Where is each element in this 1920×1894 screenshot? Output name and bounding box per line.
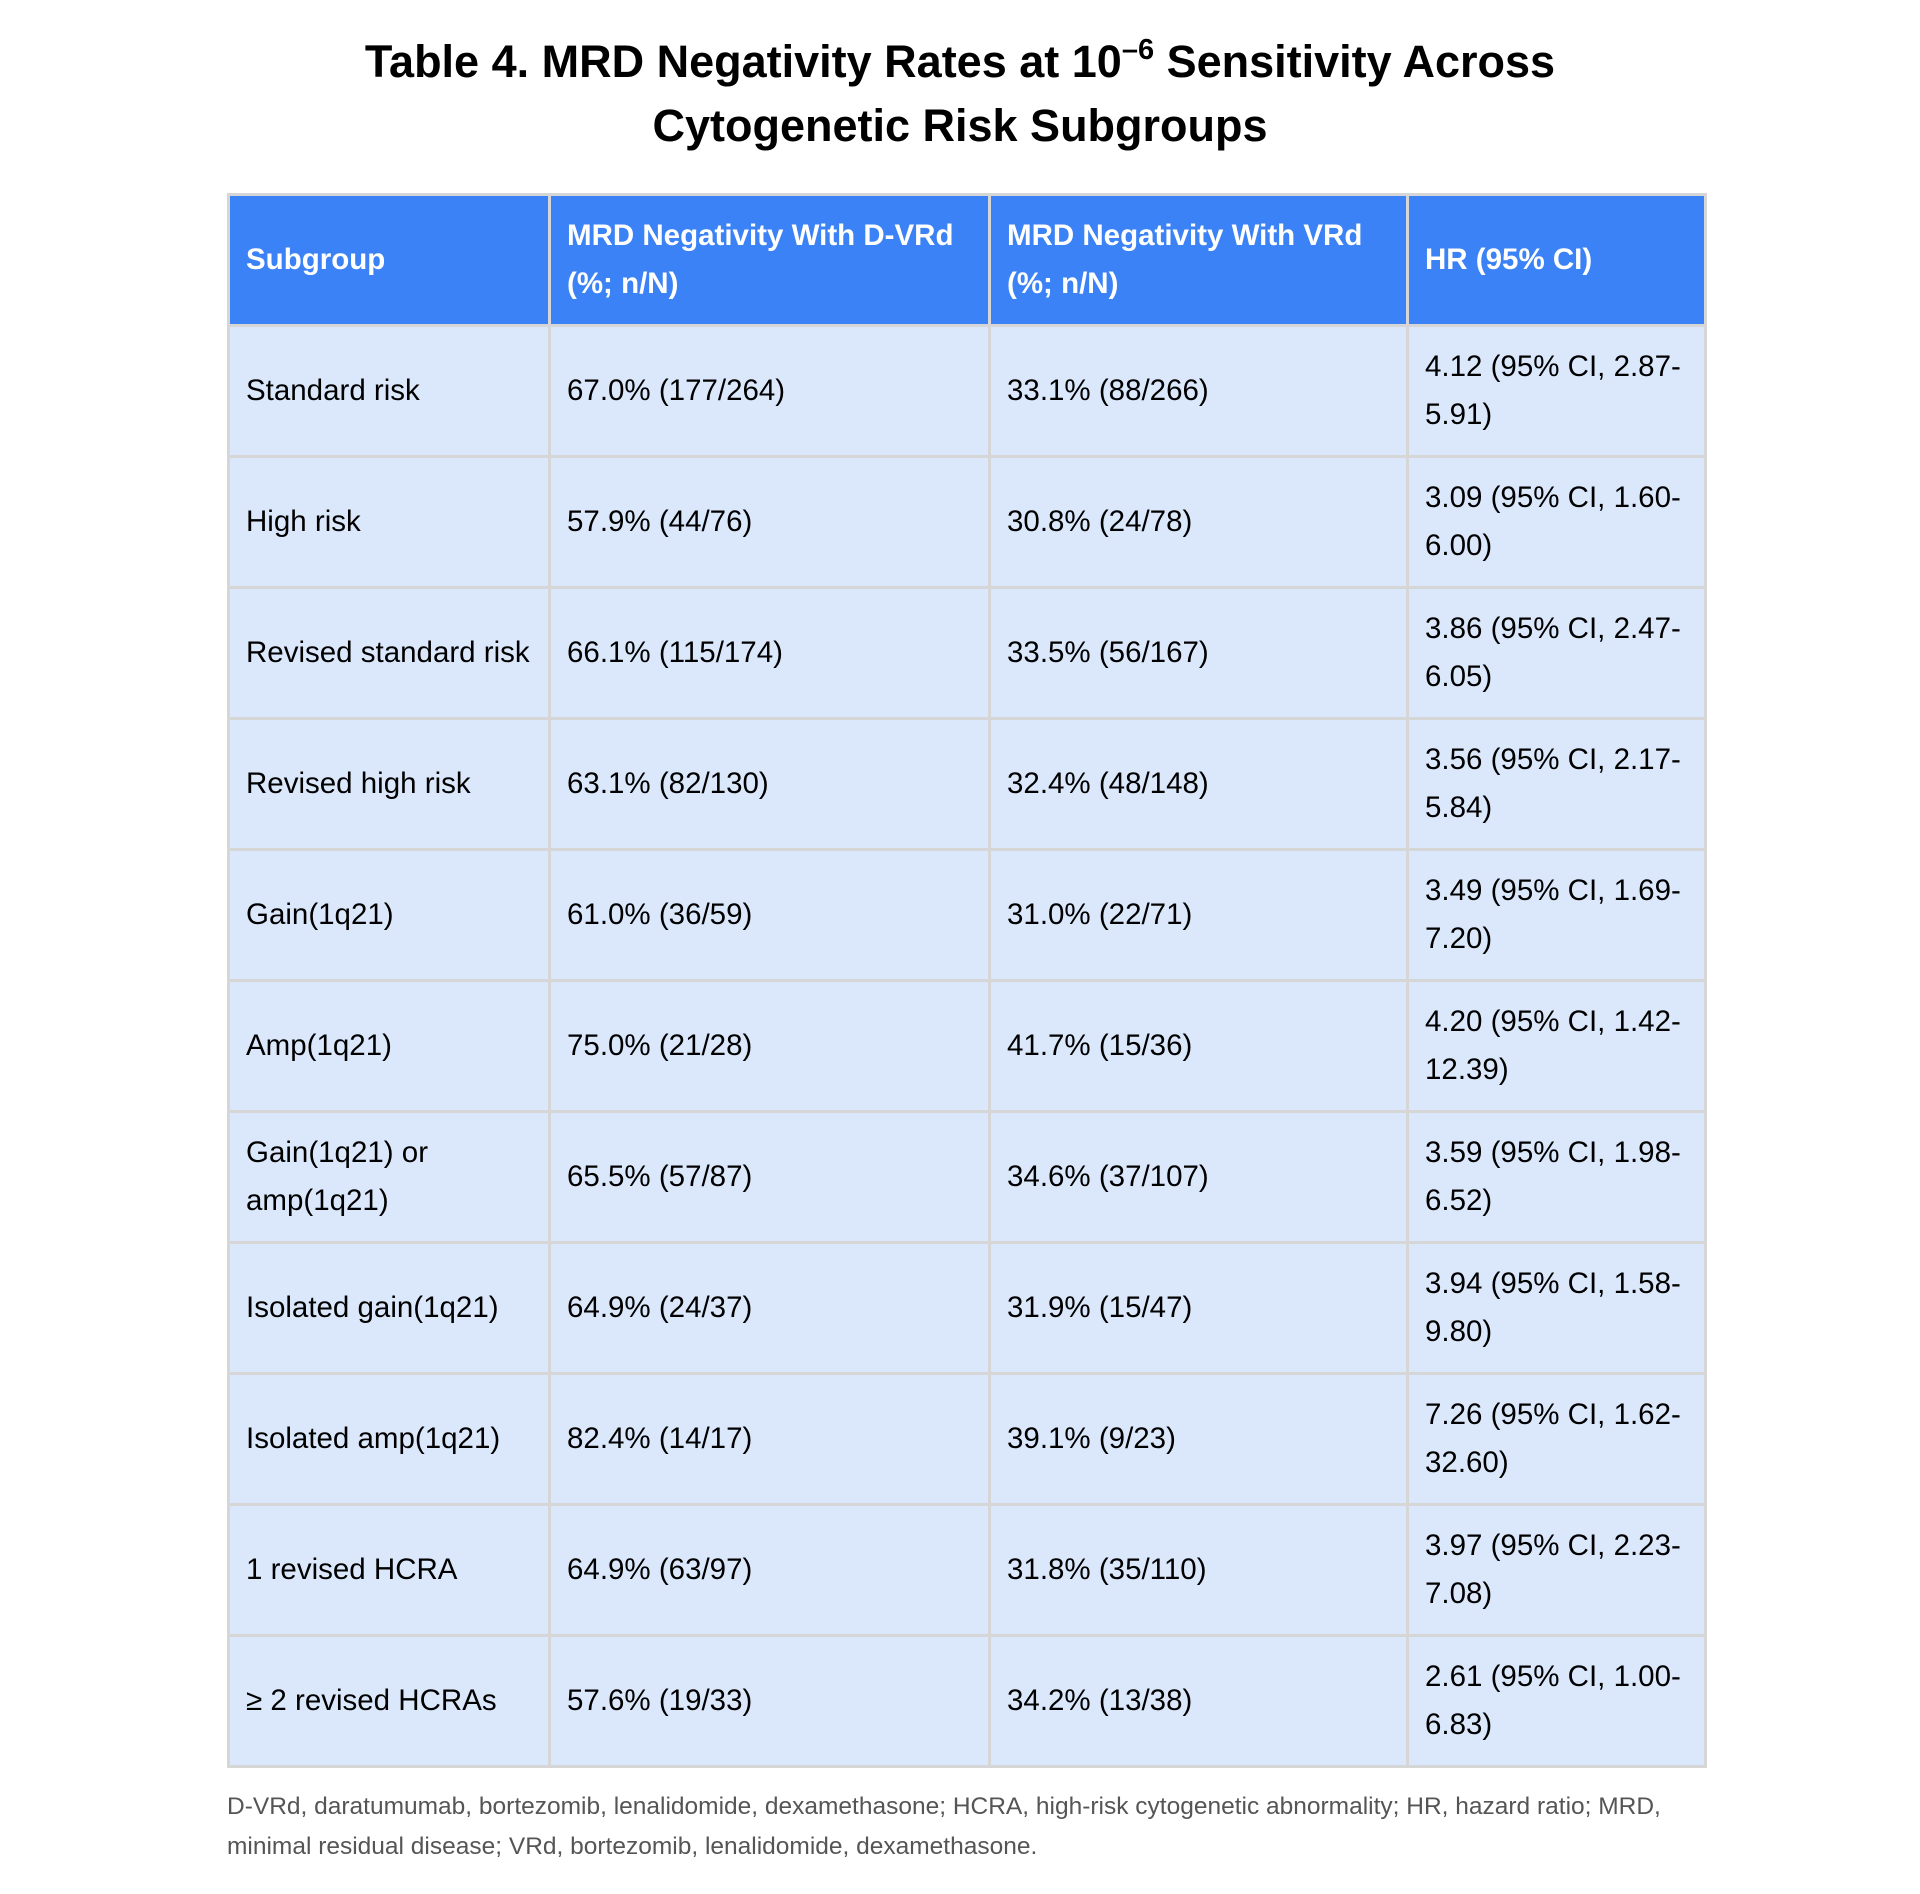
cell-hr: 3.86 (95% CI, 2.47-6.05) — [1406, 586, 1707, 720]
cell-vrd: 32.4% (48/148) — [988, 717, 1409, 851]
header-dvrd: MRD Negativity With D-VRd (%; n/N) — [548, 193, 991, 327]
title-line-1: Table 4. MRD Negativity Rates at 10–6 Se… — [0, 30, 1920, 94]
header-row: Subgroup MRD Negativity With D-VRd (%; n… — [227, 193, 1707, 327]
cell-vrd: 31.9% (15/47) — [988, 1241, 1409, 1375]
cell-hr: 3.59 (95% CI, 1.98-6.52) — [1406, 1110, 1707, 1244]
cell-vrd: 34.6% (37/107) — [988, 1110, 1409, 1244]
cell-vrd: 31.8% (35/110) — [988, 1503, 1409, 1637]
cell-vrd: 33.5% (56/167) — [988, 586, 1409, 720]
cell-dvrd: 64.9% (24/37) — [548, 1241, 991, 1375]
cell-vrd: 33.1% (88/266) — [988, 324, 1409, 458]
cell-subgroup: Isolated gain(1q21) — [227, 1241, 551, 1375]
cell-dvrd: 61.0% (36/59) — [548, 848, 991, 982]
table-row: Isolated amp(1q21) 82.4% (14/17) 39.1% (… — [227, 1372, 1707, 1506]
cell-vrd: 34.2% (13/38) — [988, 1634, 1409, 1768]
header-hr: HR (95% CI) — [1406, 193, 1707, 327]
cell-hr: 3.49 (95% CI, 1.69-7.20) — [1406, 848, 1707, 982]
table-row: Gain(1q21) 61.0% (36/59) 31.0% (22/71) 3… — [227, 848, 1707, 982]
cell-subgroup: Revised high risk — [227, 717, 551, 851]
cell-hr: 3.94 (95% CI, 1.58-9.80) — [1406, 1241, 1707, 1375]
mrd-table: Subgroup MRD Negativity With D-VRd (%; n… — [227, 193, 1707, 1768]
cell-vrd: 39.1% (9/23) — [988, 1372, 1409, 1506]
table-row: Amp(1q21) 75.0% (21/28) 41.7% (15/36) 4.… — [227, 979, 1707, 1113]
table-title: Table 4. MRD Negativity Rates at 10–6 Se… — [0, 30, 1920, 158]
cell-dvrd: 63.1% (82/130) — [548, 717, 991, 851]
header-subgroup: Subgroup — [227, 193, 551, 327]
cell-vrd: 31.0% (22/71) — [988, 848, 1409, 982]
cell-subgroup: ≥ 2 revised HCRAs — [227, 1634, 551, 1768]
table-header: Subgroup MRD Negativity With D-VRd (%; n… — [227, 193, 1707, 327]
header-vrd: MRD Negativity With VRd (%; n/N) — [988, 193, 1409, 327]
cell-subgroup: Isolated amp(1q21) — [227, 1372, 551, 1506]
cell-hr: 3.09 (95% CI, 1.60-6.00) — [1406, 455, 1707, 589]
table-row: ≥ 2 revised HCRAs 57.6% (19/33) 34.2% (1… — [227, 1634, 1707, 1768]
cell-subgroup: High risk — [227, 455, 551, 589]
table-row: Revised standard risk 66.1% (115/174) 33… — [227, 586, 1707, 720]
cell-hr: 4.20 (95% CI, 1.42-12.39) — [1406, 979, 1707, 1113]
cell-dvrd: 82.4% (14/17) — [548, 1372, 991, 1506]
cell-vrd: 30.8% (24/78) — [988, 455, 1409, 589]
title-prefix: Table 4. MRD Negativity Rates at 10 — [364, 36, 1122, 87]
table-row: High risk 57.9% (44/76) 30.8% (24/78) 3.… — [227, 455, 1707, 589]
cell-dvrd: 67.0% (177/264) — [548, 324, 991, 458]
cell-subgroup: Standard risk — [227, 324, 551, 458]
cell-dvrd: 75.0% (21/28) — [548, 979, 991, 1113]
cell-hr: 3.56 (95% CI, 2.17-5.84) — [1406, 717, 1707, 851]
cell-hr: 2.61 (95% CI, 1.00-6.83) — [1406, 1634, 1707, 1768]
cell-dvrd: 65.5% (57/87) — [548, 1110, 991, 1244]
table-row: 1 revised HCRA 64.9% (63/97) 31.8% (35/1… — [227, 1503, 1707, 1637]
cell-dvrd: 57.9% (44/76) — [548, 455, 991, 589]
cell-hr: 4.12 (95% CI, 2.87-5.91) — [1406, 324, 1707, 458]
table-row: Isolated gain(1q21) 64.9% (24/37) 31.9% … — [227, 1241, 1707, 1375]
cell-hr: 7.26 (95% CI, 1.62-32.60) — [1406, 1372, 1707, 1506]
cell-subgroup: Gain(1q21) — [227, 848, 551, 982]
table-row: Revised high risk 63.1% (82/130) 32.4% (… — [227, 717, 1707, 851]
table-row: Gain(1q21) or amp(1q21) 65.5% (57/87) 34… — [227, 1110, 1707, 1244]
table-row: Standard risk 67.0% (177/264) 33.1% (88/… — [227, 324, 1707, 458]
cell-dvrd: 64.9% (63/97) — [548, 1503, 991, 1637]
cell-subgroup: Revised standard risk — [227, 586, 551, 720]
cell-vrd: 41.7% (15/36) — [988, 979, 1409, 1113]
title-superscript: –6 — [1121, 34, 1155, 66]
title-line-2: Cytogenetic Risk Subgroups — [652, 100, 1268, 151]
table-footnote: D-VRd, daratumumab, bortezomib, lenalido… — [227, 1793, 1661, 1860]
cell-subgroup: Gain(1q21) or amp(1q21) — [227, 1110, 551, 1244]
cell-hr: 3.97 (95% CI, 2.23-7.08) — [1406, 1503, 1707, 1637]
cell-subgroup: Amp(1q21) — [227, 979, 551, 1113]
table-body: Standard risk 67.0% (177/264) 33.1% (88/… — [227, 324, 1707, 1768]
cell-dvrd: 66.1% (115/174) — [548, 586, 991, 720]
cell-dvrd: 57.6% (19/33) — [548, 1634, 991, 1768]
title-suffix: Sensitivity Across — [1154, 36, 1556, 87]
cell-subgroup: 1 revised HCRA — [227, 1503, 551, 1637]
